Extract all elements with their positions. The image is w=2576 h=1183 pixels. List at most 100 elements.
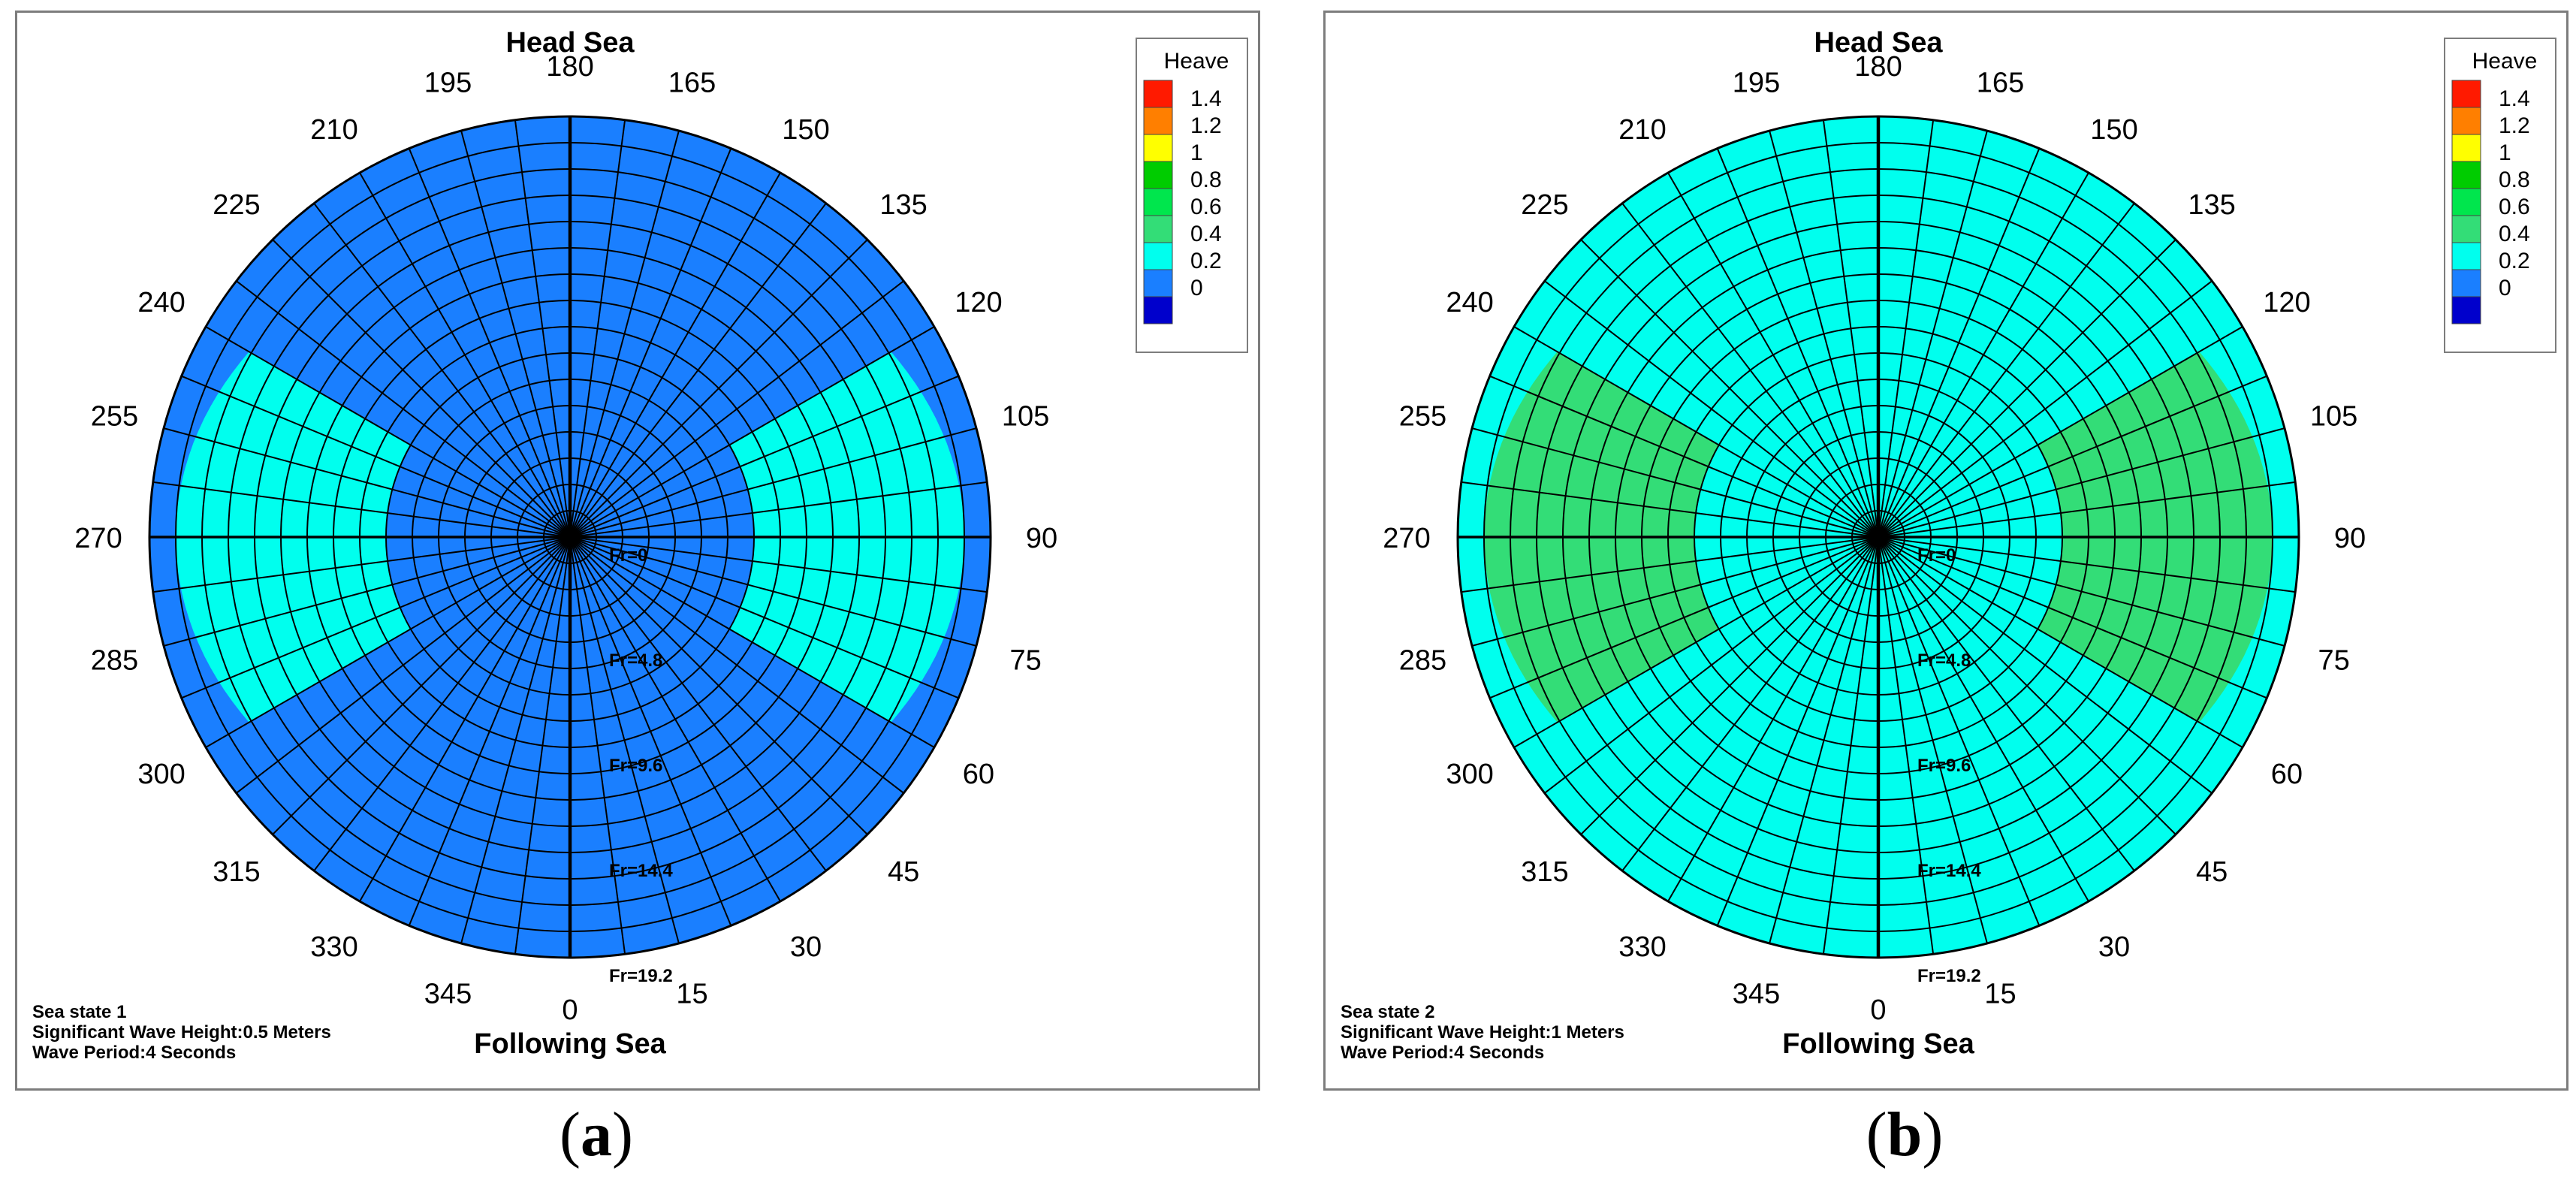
angle-label-30: 30	[790, 931, 822, 963]
grid-spoke	[1878, 536, 2285, 647]
grid-spoke	[1489, 536, 1879, 699]
grid-spoke	[1878, 148, 2041, 538]
grid-spoke	[1878, 536, 2243, 748]
grid-spoke	[1461, 536, 1879, 593]
grid-spoke	[460, 536, 571, 944]
legend-label: 0.2	[2499, 249, 2530, 273]
legend-label: 1.4	[1190, 86, 1222, 111]
grid-spoke	[152, 536, 571, 593]
froude-label: Fr=19.2	[1917, 966, 1981, 986]
angle-label-45: 45	[2196, 856, 2228, 888]
center-dot	[563, 530, 578, 545]
angle-label-60: 60	[963, 759, 994, 790]
froude-label: Fr=9.6	[1917, 756, 1971, 776]
angle-label-150: 150	[782, 114, 829, 146]
legend-swatch	[1143, 188, 1173, 216]
angle-label-165: 165	[1977, 67, 2024, 98]
grid-spoke	[313, 203, 571, 538]
grid-spoke	[1621, 536, 1879, 871]
legend-swatch	[2451, 242, 2481, 270]
grid-spoke	[569, 536, 781, 902]
grid-spoke	[569, 427, 977, 538]
legend-swatch	[1143, 242, 1173, 270]
grid-spoke	[1544, 280, 1879, 538]
grid-spoke	[359, 172, 571, 538]
grid-spoke	[1513, 326, 1879, 538]
angle-label-195: 195	[1733, 67, 1780, 98]
grid-spoke	[1667, 172, 1879, 538]
legend-label: 1	[2499, 140, 2511, 165]
legend-label: 0.8	[2499, 167, 2530, 192]
angle-label-30: 30	[2098, 931, 2130, 963]
polar-plot-panel-b: 0 15 30 45 60 75 90 105 120 135 150 165 180 195 210 225…	[1323, 11, 2568, 1091]
angle-label-135: 135	[2188, 189, 2235, 221]
grid-spoke	[1544, 536, 1879, 794]
angle-label-60: 60	[2271, 759, 2303, 790]
grid-spoke	[514, 536, 571, 955]
angle-label-240: 240	[137, 287, 185, 318]
grid-spoke	[313, 536, 571, 871]
legend-label: 0.6	[1190, 195, 1222, 219]
grid-spoke	[1878, 427, 2285, 538]
grid-spoke	[514, 119, 571, 538]
grid-spoke	[569, 481, 988, 538]
grid-spoke	[1489, 375, 1879, 538]
froude-label: Fr=19.2	[609, 966, 673, 986]
grid-spoke	[205, 326, 571, 538]
legend-swatch	[1143, 134, 1173, 162]
legend-title: Heave	[2472, 49, 2538, 74]
panel-caption-a: (a)	[560, 1100, 633, 1169]
angle-label-255: 255	[91, 401, 138, 433]
angle-label-345: 345	[424, 979, 472, 1010]
grid-spoke	[236, 536, 571, 794]
grid-spoke	[236, 280, 571, 538]
froude-label: Fr=4.8	[609, 650, 662, 671]
angle-label-285: 285	[91, 645, 138, 677]
angle-label-15: 15	[1984, 979, 2016, 1010]
grid-spoke	[1878, 536, 1935, 955]
sea-state-info-line: Wave Period:4 Seconds	[1341, 1043, 1544, 1063]
grid-spoke	[1878, 326, 2243, 538]
angle-label-330: 330	[310, 931, 357, 963]
angle-label-255: 255	[1399, 401, 1446, 433]
legend-swatch	[1143, 107, 1173, 135]
grid-spoke	[1878, 119, 1935, 538]
grid-spoke	[272, 536, 571, 835]
grid-spoke	[569, 536, 904, 794]
grid-spoke	[1822, 119, 1879, 538]
angle-label-0: 0	[1870, 994, 1886, 1026]
grid-spoke	[1878, 536, 2041, 926]
angle-label-15: 15	[676, 979, 707, 1010]
grid-spoke	[460, 130, 571, 538]
legend-label: 0.6	[2499, 195, 2530, 219]
legend-swatch	[2451, 269, 2481, 297]
grid-spoke	[1878, 536, 1988, 944]
angle-label-90: 90	[2334, 523, 2366, 554]
head-sea-label: Head Sea	[505, 27, 635, 59]
polar-plot-b: 0 15 30 45 60 75 90 105 120 135 150 165 180 195 210 225…	[1341, 27, 2556, 1063]
grid-spoke	[569, 536, 959, 699]
angle-label-315: 315	[213, 856, 260, 888]
grid-spoke	[1878, 280, 2213, 538]
grid-spoke	[1878, 172, 2089, 538]
grid-spoke	[569, 280, 904, 538]
grid-spoke	[1471, 427, 1879, 538]
angle-label-45: 45	[888, 856, 919, 888]
grid-spoke	[1471, 536, 1879, 647]
grid-spoke	[181, 375, 571, 538]
grid-spoke	[408, 148, 571, 538]
grid-spoke	[181, 536, 571, 699]
grid-spoke	[1878, 536, 2135, 871]
angle-label-0: 0	[562, 994, 578, 1026]
legend-swatch	[2451, 107, 2481, 135]
grid-spoke	[205, 536, 571, 748]
legend-swatch	[1143, 161, 1173, 189]
legend-label: 0	[2499, 276, 2511, 300]
grid-spoke	[1878, 536, 2213, 794]
grid-spoke	[569, 203, 827, 538]
grid-spoke	[1580, 239, 1879, 538]
grid-spoke	[1822, 536, 1879, 955]
angle-label-240: 240	[1446, 287, 1493, 318]
grid-spoke	[569, 148, 732, 538]
angle-label-300: 300	[1446, 759, 1493, 790]
